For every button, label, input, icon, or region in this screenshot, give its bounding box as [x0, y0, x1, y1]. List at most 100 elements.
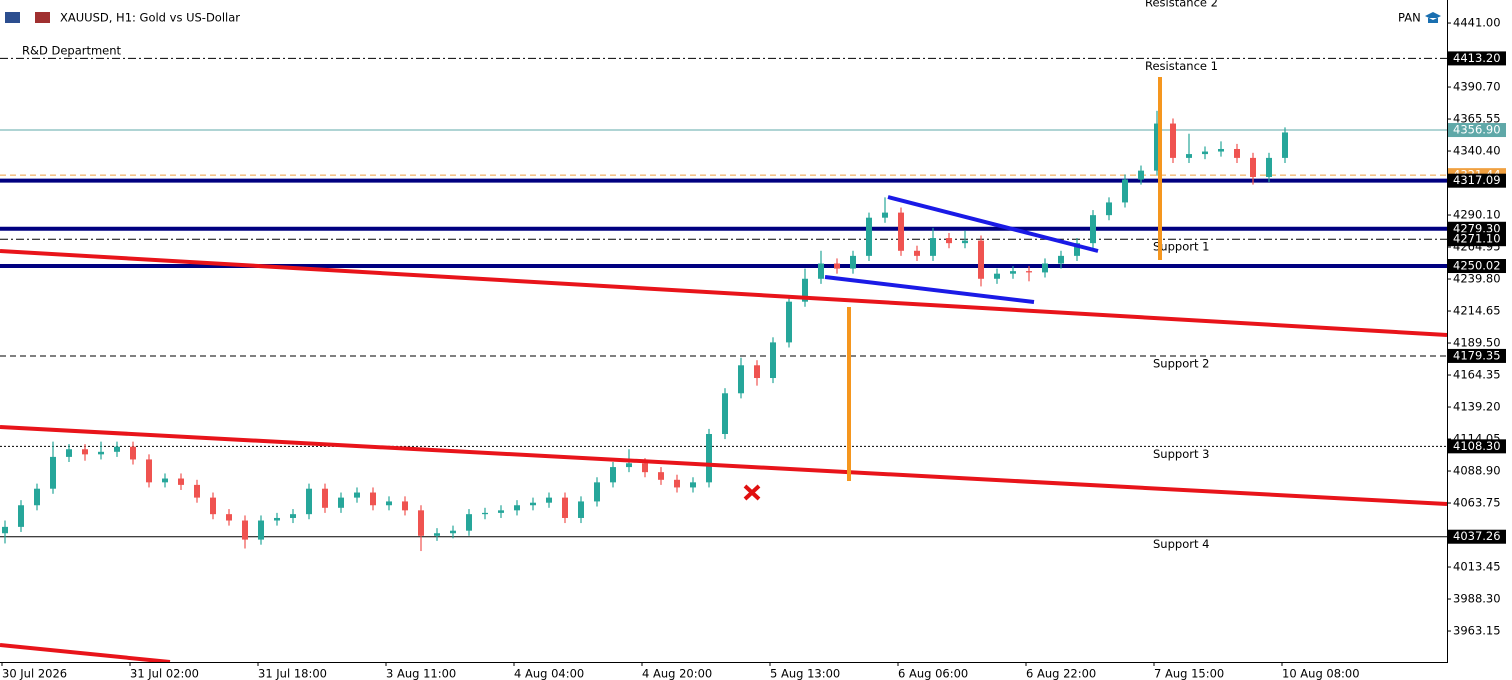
trend-line	[0, 425, 1448, 506]
candle-body	[882, 212, 888, 218]
y-tick-label: 4013.45	[1453, 560, 1501, 574]
price-tag-label: 4317.09	[1453, 173, 1501, 187]
level-name: Resistance 1	[1145, 59, 1218, 73]
price-tag	[1448, 529, 1506, 544]
candle-body	[338, 497, 344, 508]
candle-body	[914, 250, 920, 256]
price-tag	[1448, 259, 1506, 274]
candle-body	[690, 482, 696, 488]
price-tag-label: 4179.35	[1453, 348, 1501, 362]
subtitle: R&D Department	[22, 44, 122, 58]
level-name: Support 3	[1153, 447, 1209, 461]
symbol-icon	[35, 12, 50, 23]
price-tag	[1448, 232, 1506, 247]
candle-body	[978, 240, 984, 279]
candle-body	[658, 472, 664, 480]
trend-line	[0, 249, 1448, 337]
candle-body	[146, 459, 152, 483]
candle-body	[1122, 179, 1128, 203]
price-tag-label: 4271.10	[1453, 232, 1501, 246]
candle-body	[130, 446, 136, 460]
candle-body	[370, 492, 376, 506]
level-name: Resistance 2	[1145, 0, 1218, 10]
flag-line	[824, 275, 1035, 304]
candle-body	[450, 530, 456, 534]
x-tick-label: 6 Aug 06:00	[898, 667, 968, 680]
x-tick-label: 7 Aug 15:00	[1154, 667, 1224, 680]
x-tick-label: 6 Aug 22:00	[1026, 667, 1096, 680]
candle-body	[610, 467, 616, 483]
level-name: Support 1	[1153, 240, 1209, 254]
candle-body	[1170, 123, 1176, 158]
candle-body	[562, 497, 568, 518]
candle-body	[1154, 123, 1160, 171]
symbol-title: XAUUSD, H1: Gold vs US-Dollar	[60, 11, 240, 25]
candle-body	[946, 238, 952, 244]
candle-body	[850, 255, 856, 269]
x-tick-label: 4 Aug 20:00	[642, 667, 712, 680]
candle-body	[18, 505, 24, 527]
candle-body	[434, 533, 440, 536]
candle-body	[626, 463, 632, 468]
levels: Resistance 1 Support 1 Support 2 Support 3 S…	[0, 57, 1447, 551]
y-tick-label: 4365.55	[1453, 112, 1501, 126]
y-tick-label: 4290.10	[1453, 208, 1501, 222]
price-tag	[1448, 348, 1506, 363]
x-tick-label: 10 Aug 08:00	[1282, 667, 1360, 680]
price-panel	[1448, 0, 1512, 680]
candle-body	[754, 365, 760, 379]
x-tick-label: 31 Jul 18:00	[258, 667, 327, 680]
y-tick-label: 4164.35	[1453, 368, 1501, 382]
candle-body	[818, 263, 824, 279]
y-tick-label: 4063.75	[1453, 496, 1501, 510]
candle-body	[466, 514, 472, 531]
y-tick-label: 4088.90	[1453, 464, 1501, 478]
candle-body	[274, 517, 280, 521]
candle-body	[962, 240, 968, 244]
y-tick-label: 4214.65	[1453, 304, 1501, 318]
price-tag	[1448, 439, 1506, 454]
candle-body	[578, 501, 584, 518]
candle-body	[802, 278, 808, 302]
candle-body	[1234, 148, 1240, 158]
candle-body	[1186, 154, 1192, 158]
candle-body	[1074, 243, 1080, 256]
price-tag-label: 4037.26	[1453, 529, 1501, 543]
cross-mark	[743, 484, 761, 501]
candle-body	[898, 212, 904, 251]
candle-body	[738, 365, 744, 394]
candle-body	[210, 497, 216, 515]
candle-body	[1106, 202, 1112, 216]
candle-body	[1266, 157, 1272, 177]
candle-body	[498, 510, 504, 513]
y-tick-label: 4390.70	[1453, 80, 1501, 94]
y-tick-label: 4139.20	[1453, 400, 1501, 414]
candle-body	[1250, 157, 1256, 177]
candle-body	[834, 263, 840, 269]
candle-body	[722, 393, 728, 434]
candle-body	[82, 449, 88, 455]
price-tag-label: 4108.30	[1453, 439, 1501, 453]
candle-body	[114, 446, 120, 452]
level-name: Support 4	[1153, 537, 1209, 551]
candle-body	[2, 526, 8, 534]
candle-body	[642, 463, 648, 473]
x-tick-label: 30 Jul 2026	[2, 667, 67, 680]
candle-body	[386, 501, 392, 506]
mode-label: PAN	[1398, 11, 1421, 25]
mode-icon	[1425, 12, 1441, 23]
candle-body	[594, 482, 600, 502]
candle-body	[306, 488, 312, 515]
candle-body	[258, 520, 264, 540]
candles	[2, 110, 1288, 552]
candle-body	[178, 478, 184, 485]
candle-body	[706, 433, 712, 483]
candle-body	[402, 501, 408, 511]
candle-body	[1042, 263, 1048, 273]
candle-body	[226, 514, 232, 521]
trend-line	[0, 643, 171, 664]
menu-icon	[5, 12, 20, 23]
candle-body	[1202, 151, 1208, 155]
